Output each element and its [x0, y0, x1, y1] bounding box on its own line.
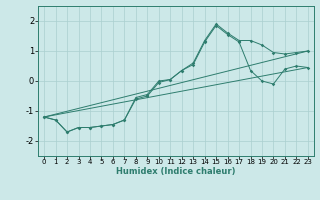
X-axis label: Humidex (Indice chaleur): Humidex (Indice chaleur) [116, 167, 236, 176]
